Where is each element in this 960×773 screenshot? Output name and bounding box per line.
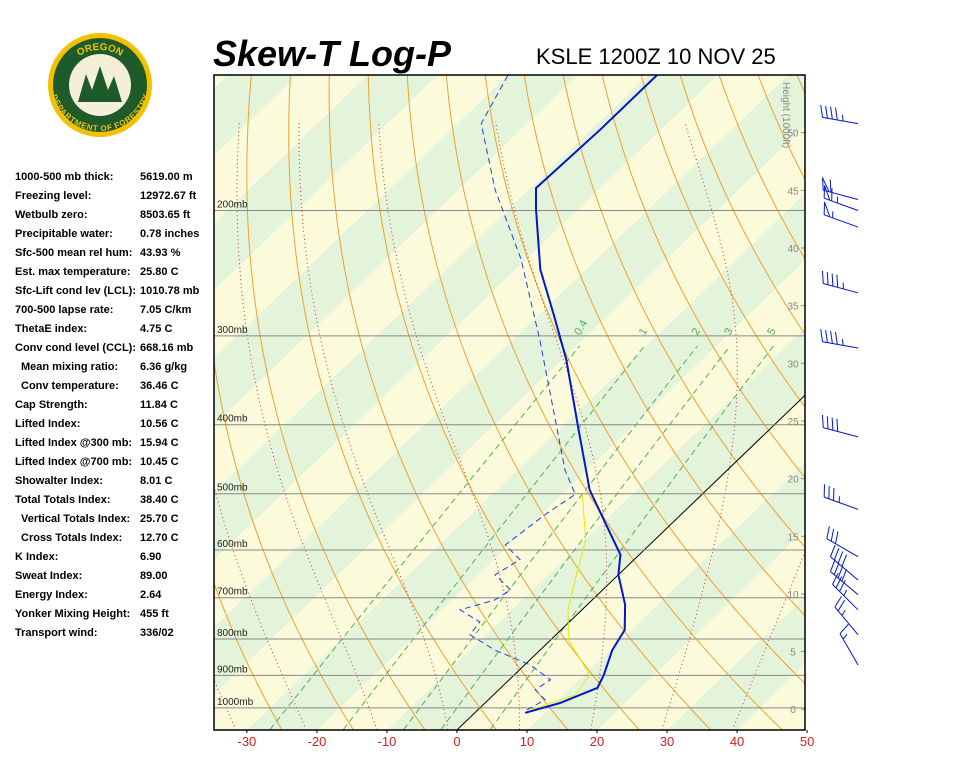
y2-tick-label: 45 [787,186,799,197]
x-tick-label: -20 [308,734,327,749]
wind-barb [821,105,858,124]
chart-title: Skew-T Log-P [213,33,452,74]
y-tick-label: 800mb [217,628,248,639]
x-tick-label: 20 [590,734,604,749]
index-label: Transport wind: [15,627,98,639]
index-value: 455 ft [140,608,169,620]
index-label: Yonker Mixing Height: [15,608,130,620]
wind-barb [822,271,858,293]
wind-barb [840,624,858,665]
index-label: 1000-500 mb thick: [15,171,113,183]
index-value: 43.93 % [140,247,181,259]
x-tick-label: 50 [800,734,814,749]
y-tick-label: 300mb [217,325,248,336]
y-tick-label: 600mb [217,539,248,550]
dry-adiabat [903,53,960,738]
index-value: 1010.78 mb [140,285,200,297]
index-value: 25.70 C [140,513,179,525]
y2-tick-label: 5 [790,648,796,659]
chart-subtitle: KSLE 1200Z 10 NOV 25 [536,44,776,69]
y2-tick-label: 15 [787,532,799,543]
index-label: Lifted Index @300 mb: [15,437,132,449]
index-value: 25.80 C [140,266,179,278]
y2-tick-label: 40 [787,244,799,255]
wind-barb [835,596,858,634]
x-tick-label: 0 [453,734,460,749]
index-value: 336/02 [140,627,174,639]
logo: OREGON DEPARTMENT OF FORESTRY [48,33,152,137]
y-tick-label: 1000mb [217,697,254,708]
y-tick-label: 400mb [217,414,248,425]
x-tick-label: 40 [730,734,744,749]
x-tick-label: -10 [378,734,397,749]
index-label: Precipitable water: [15,228,113,240]
moist-adiabat [799,122,960,738]
dry-adiabat [865,53,960,738]
dry-adiabat [941,53,960,738]
y2-tick-label: 20 [787,475,799,486]
index-label: 700-500 lapse rate: [15,304,113,316]
y2-axis-label: Height (1000ft) [780,82,791,148]
index-label: Cap Strength: [15,399,88,411]
y2-tick-label: 30 [787,359,799,370]
dry-adiabat [788,53,960,738]
y-tick-label: 500mb [217,483,248,494]
index-value: 6.90 [140,551,161,563]
index-label: Vertical Totals Index: [21,513,130,525]
index-value: 4.75 C [140,323,172,335]
y2-tick-label: 35 [787,302,799,313]
index-value: 2.64 [140,589,162,601]
x-tick-label: 30 [660,734,674,749]
index-label: Conv temperature: [21,380,119,392]
index-value: 7.05 C/km [140,304,192,316]
index-label: Freezing level: [15,190,91,202]
isotherm-band [807,75,960,730]
index-label: Wetbulb zero: [15,209,88,221]
index-label: K Index: [15,551,58,563]
index-label: Est. max temperature: [15,266,131,278]
wind-barb [824,484,858,509]
index-value: 38.40 C [140,494,179,506]
index-label: Sfc-Lift cond lev (LCL): [15,285,136,297]
index-label: Lifted Index: [15,418,80,430]
index-label: Total Totals Index: [15,494,111,506]
index-value: 6.36 g/kg [140,361,187,373]
index-value: 0.78 inches [140,228,199,240]
index-label: Sfc-500 mean rel hum: [15,247,132,259]
index-value: 11.84 C [140,399,178,411]
y2-tick-label: 25 [787,417,799,428]
index-value: 12.70 C [140,532,179,544]
wind-barb [822,178,858,200]
index-value: 668.16 mb [140,342,193,354]
index-value: 15.94 C [140,437,179,449]
x-tick-label: -30 [238,734,257,749]
y-tick-label: 200mb [217,200,248,211]
wind-barb [824,202,858,227]
y-tick-label: 900mb [217,664,248,675]
index-label: Mean mixing ratio: [21,361,118,373]
index-label: Cross Totals Index: [21,532,122,544]
index-value: 10.45 C [140,456,179,468]
index-value: 12972.67 ft [140,190,197,202]
index-value: 89.00 [140,570,168,582]
y2-tick-label: 0 [790,705,796,716]
y-tick-label: 700mb [217,587,248,598]
wind-barb [822,415,858,437]
index-value: 8503.65 ft [140,209,190,221]
index-value: 36.46 C [140,380,179,392]
x-tick-label: 10 [520,734,534,749]
index-label: Conv cond level (CCL): [15,342,136,354]
index-label: Energy Index: [15,589,88,601]
y2-tick-label: 10 [787,590,799,601]
index-value: 8.01 C [140,475,172,487]
index-label: Sweat Index: [15,570,82,582]
index-label: Lifted Index @700 mb: [15,456,132,468]
index-label: ThetaE index: [15,323,87,335]
index-label: Showalter Index: [15,475,103,487]
index-value: 5619.00 m [140,171,193,183]
index-value: 10.56 C [140,418,179,430]
wind-barb [821,329,858,348]
